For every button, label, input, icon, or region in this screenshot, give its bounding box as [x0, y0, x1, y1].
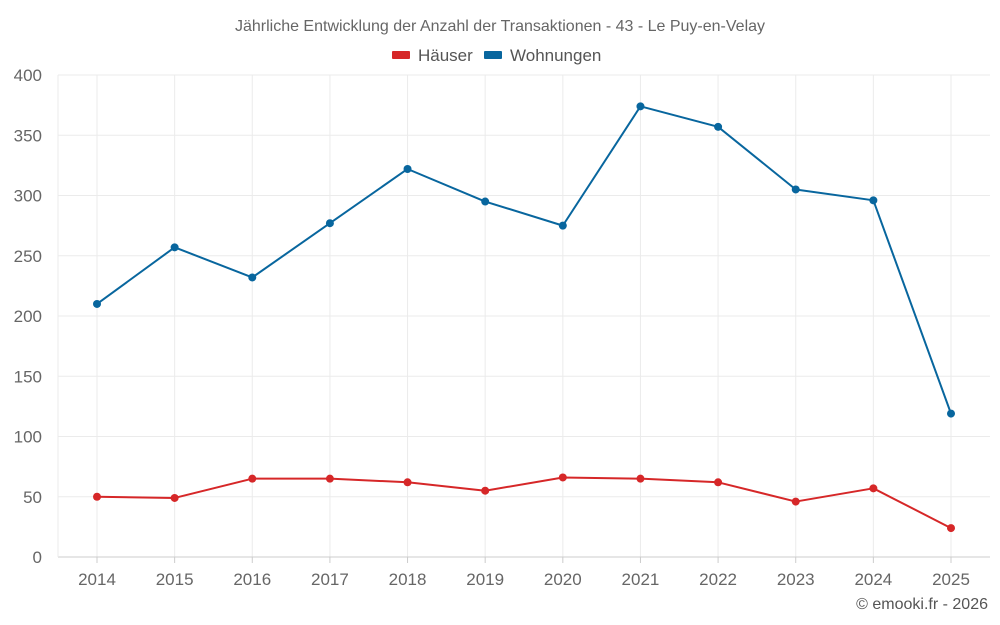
series-layer [93, 102, 955, 533]
data-point-wohnungen[interactable] [636, 102, 645, 111]
data-point-haeuser[interactable] [403, 478, 412, 487]
axes: 0 50 100 150 200 250 300 350 400 2014 2015 2016 2017… [14, 66, 990, 589]
legend-item-haeuser[interactable]: Häuser [392, 46, 473, 65]
y-tick-label: 250 [14, 247, 42, 266]
data-point-haeuser[interactable] [947, 524, 955, 533]
gridlines [58, 74, 990, 557]
x-tick-label: 2019 [466, 570, 504, 589]
data-point-wohnungen[interactable] [248, 273, 257, 282]
legend-label-wohnungen: Wohnungen [510, 46, 601, 65]
data-point-haeuser[interactable] [869, 484, 878, 493]
data-point-wohnungen[interactable] [558, 221, 567, 230]
x-tick-label: 2017 [311, 570, 349, 589]
data-point-wohnungen[interactable] [791, 185, 800, 194]
series-line-haeuser[interactable] [96, 476, 952, 529]
x-tick-label: 2016 [233, 570, 271, 589]
y-tick-label: 50 [23, 488, 42, 507]
data-point-wohnungen[interactable] [93, 299, 101, 308]
data-point-wohnungen[interactable] [403, 164, 412, 173]
x-tick-label: 2024 [854, 570, 892, 589]
y-tick-label: 100 [14, 428, 42, 447]
legend-item-wohnungen[interactable]: Wohnungen [484, 46, 601, 65]
data-point-haeuser[interactable] [791, 497, 800, 506]
series-line-wohnungen[interactable] [96, 105, 952, 414]
x-tick-label: 2025 [932, 570, 970, 589]
x-tick-label: 2022 [699, 570, 737, 589]
y-tick-label: 350 [14, 126, 42, 145]
y-tick-label: 400 [14, 66, 42, 85]
data-point-wohnungen[interactable] [947, 409, 955, 418]
data-point-haeuser[interactable] [248, 474, 257, 483]
x-tick-label: 2021 [622, 570, 660, 589]
data-point-haeuser[interactable] [325, 474, 334, 483]
data-point-haeuser[interactable] [558, 473, 567, 482]
legend-label-haeuser: Häuser [418, 46, 473, 65]
data-point-wohnungen[interactable] [869, 196, 878, 205]
data-point-haeuser[interactable] [93, 492, 101, 501]
chart-title: Jährliche Entwicklung der Anzahl der Tra… [235, 18, 765, 35]
y-tick-label: 300 [14, 187, 42, 206]
data-point-haeuser[interactable] [636, 474, 645, 483]
data-point-haeuser[interactable] [714, 478, 723, 487]
x-tick-label: 2015 [156, 570, 194, 589]
data-point-wohnungen[interactable] [481, 197, 490, 206]
y-tick-label: 150 [14, 367, 42, 386]
data-point-haeuser[interactable] [170, 493, 179, 502]
data-point-wohnungen[interactable] [325, 219, 334, 228]
x-tick-label: 2018 [389, 570, 427, 589]
data-point-wohnungen[interactable] [170, 243, 179, 252]
x-tick-label: 2020 [544, 570, 582, 589]
y-tick-label: 200 [14, 307, 42, 326]
legend-swatch-haeuser [392, 51, 410, 59]
credit-text: © emooki.fr - 2026 [856, 596, 988, 613]
data-point-haeuser[interactable] [481, 486, 490, 495]
legend-swatch-wohnungen [484, 51, 502, 59]
y-tick-label: 0 [33, 548, 42, 567]
x-tick-label: 2023 [777, 570, 815, 589]
x-tick-label: 2014 [78, 570, 116, 589]
data-point-wohnungen[interactable] [714, 122, 723, 131]
legend: Häuser Wohnungen [392, 46, 601, 65]
